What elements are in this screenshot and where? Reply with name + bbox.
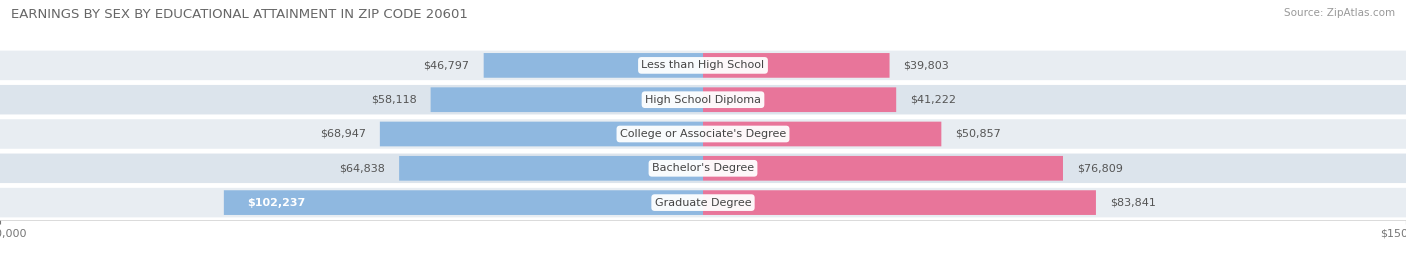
FancyBboxPatch shape [0,51,1406,80]
FancyBboxPatch shape [0,154,1406,183]
Text: $76,809: $76,809 [1077,163,1123,173]
Text: $39,803: $39,803 [904,60,949,70]
Text: Graduate Degree: Graduate Degree [655,198,751,208]
Text: College or Associate's Degree: College or Associate's Degree [620,129,786,139]
Text: High School Diploma: High School Diploma [645,95,761,105]
Text: EARNINGS BY SEX BY EDUCATIONAL ATTAINMENT IN ZIP CODE 20601: EARNINGS BY SEX BY EDUCATIONAL ATTAINMEN… [11,8,468,21]
Text: $102,237: $102,237 [247,198,305,208]
Text: $50,857: $50,857 [956,129,1001,139]
FancyBboxPatch shape [484,53,703,78]
FancyBboxPatch shape [0,119,1406,149]
Text: $41,222: $41,222 [910,95,956,105]
Text: $46,797: $46,797 [423,60,470,70]
FancyBboxPatch shape [0,188,1406,217]
FancyBboxPatch shape [224,190,703,215]
Text: Bachelor's Degree: Bachelor's Degree [652,163,754,173]
FancyBboxPatch shape [0,85,1406,114]
FancyBboxPatch shape [399,156,703,181]
Text: $58,118: $58,118 [371,95,416,105]
FancyBboxPatch shape [703,122,942,146]
FancyBboxPatch shape [703,53,890,78]
Text: Source: ZipAtlas.com: Source: ZipAtlas.com [1284,8,1395,18]
Text: $83,841: $83,841 [1109,198,1156,208]
Text: $68,947: $68,947 [319,129,366,139]
Text: Less than High School: Less than High School [641,60,765,70]
FancyBboxPatch shape [703,87,896,112]
Text: $64,838: $64,838 [339,163,385,173]
FancyBboxPatch shape [430,87,703,112]
FancyBboxPatch shape [703,156,1063,181]
FancyBboxPatch shape [380,122,703,146]
FancyBboxPatch shape [703,190,1095,215]
